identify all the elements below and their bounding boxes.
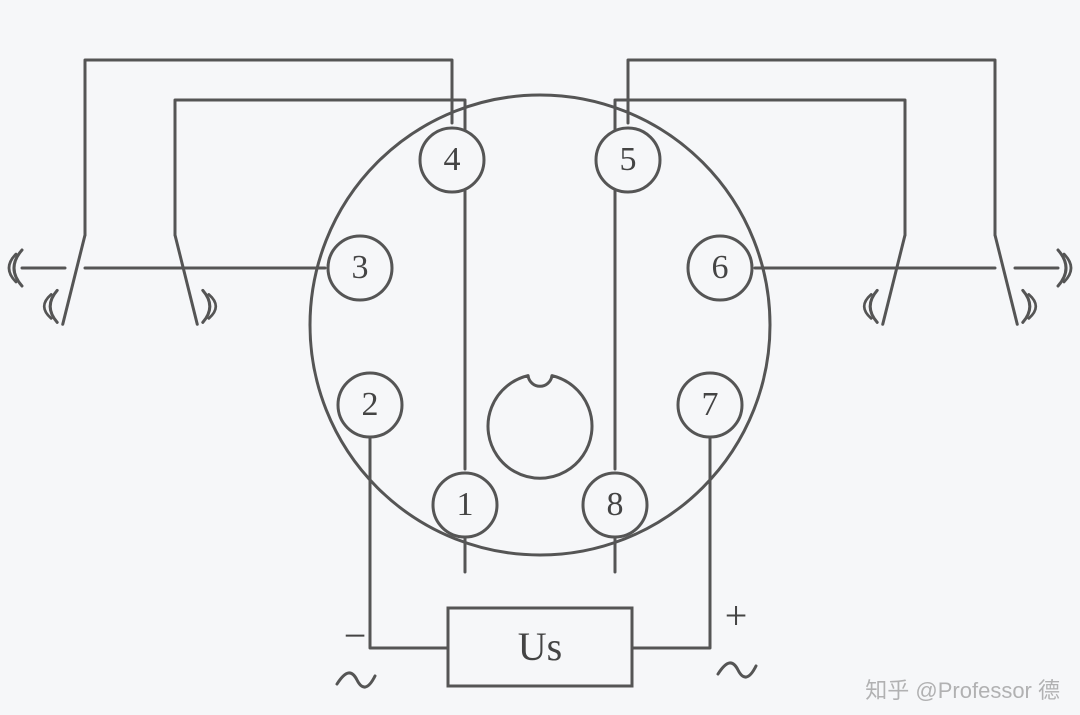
pin-label-2: 2 xyxy=(362,386,379,423)
plus-sign: + xyxy=(725,593,748,638)
pin-label-8: 8 xyxy=(607,486,624,523)
pin-label-5: 5 xyxy=(620,141,637,178)
pin-label-3: 3 xyxy=(352,249,369,286)
pin-label-1: 1 xyxy=(457,486,474,523)
pin-label-4: 4 xyxy=(444,141,461,178)
pin-label-6: 6 xyxy=(712,249,729,286)
pin-label-7: 7 xyxy=(702,386,719,423)
us-label: Us xyxy=(518,624,562,669)
relay-socket-diagram: 1 2 3 4 5 6 7 8 Us − + xyxy=(0,0,1080,715)
minus-sign: − xyxy=(344,613,367,658)
